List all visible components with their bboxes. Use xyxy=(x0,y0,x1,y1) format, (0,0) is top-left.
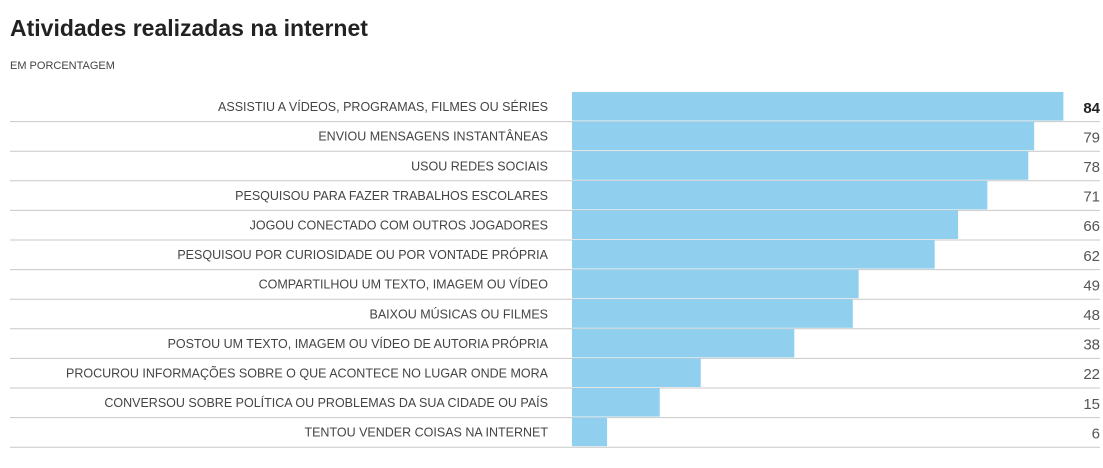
bar xyxy=(572,240,935,269)
value-label: 22 xyxy=(1083,366,1100,383)
category-label: PROCUROU INFORMAÇÕES SOBRE O QUE ACONTEC… xyxy=(66,365,549,380)
chart-title: Atividades realizadas na internet xyxy=(10,15,368,41)
value-label: 84 xyxy=(1083,100,1100,117)
value-label: 49 xyxy=(1083,277,1100,294)
bar xyxy=(572,358,701,387)
chart-subtitle: EM PORCENTAGEM xyxy=(10,60,115,72)
category-label: JOGOU CONECTADO COM OUTROS JOGADORES xyxy=(250,218,548,232)
value-label: 79 xyxy=(1083,129,1100,146)
bar xyxy=(572,269,859,299)
bar xyxy=(572,121,1035,151)
category-label: ASSISTIU A VÍDEOS, PROGRAMAS, FILMES OU … xyxy=(218,99,548,114)
category-label: BAIXOU MÚSICAS OU FILMES xyxy=(369,306,548,321)
value-label: 48 xyxy=(1083,307,1100,324)
category-label: CONVERSOU SOBRE POLÍTICA OU PROBLEMAS DA… xyxy=(104,395,548,410)
bar xyxy=(572,180,988,210)
bar xyxy=(572,328,795,358)
category-label: ENVIOU MENSAGENS INSTANTÂNEAS xyxy=(318,129,548,144)
value-label: 15 xyxy=(1083,396,1100,413)
bar xyxy=(572,92,1064,121)
value-label: 71 xyxy=(1083,189,1100,206)
value-label: 62 xyxy=(1083,248,1100,265)
bar xyxy=(572,151,1029,180)
category-label: PESQUISOU PARA FAZER TRABALHOS ESCOLARES xyxy=(235,189,548,203)
category-label: USOU REDES SOCIAIS xyxy=(411,159,548,173)
category-label: PESQUISOU POR CURIOSIDADE OU POR VONTADE… xyxy=(177,247,548,262)
category-label: POSTOU UM TEXTO, IMAGEM OU VÍDEO DE AUTO… xyxy=(168,336,549,351)
value-label: 38 xyxy=(1083,337,1100,354)
bar xyxy=(572,417,608,447)
value-label: 78 xyxy=(1083,159,1100,176)
bar xyxy=(572,388,660,417)
category-label: COMPARTILHOU UM TEXTO, IMAGEM OU VÍDEO xyxy=(259,277,549,292)
value-label: 6 xyxy=(1092,425,1100,442)
category-label: TENTOU VENDER COISAS NA INTERNET xyxy=(304,426,548,440)
bar xyxy=(572,299,853,328)
value-label: 66 xyxy=(1083,218,1100,235)
bar xyxy=(572,210,959,239)
